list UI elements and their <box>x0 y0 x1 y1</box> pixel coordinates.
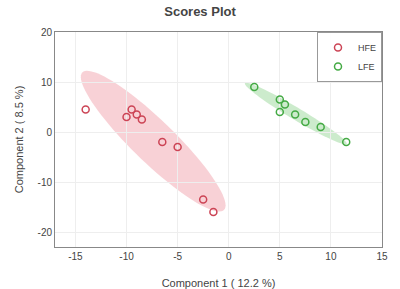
svg-text:-20: -20 <box>38 227 53 238</box>
svg-text:-10: -10 <box>119 251 134 262</box>
svg-text:Component 2 ( 8.5 %): Component 2 ( 8.5 %) <box>13 86 25 194</box>
svg-text:20: 20 <box>41 27 53 38</box>
svg-text:-15: -15 <box>68 251 83 262</box>
svg-text:10: 10 <box>41 77 53 88</box>
svg-text:LFE: LFE <box>358 62 375 72</box>
svg-text:10: 10 <box>325 251 337 262</box>
svg-text:-10: -10 <box>38 177 53 188</box>
svg-text:5: 5 <box>277 251 283 262</box>
svg-text:0: 0 <box>226 251 232 262</box>
svg-text:0: 0 <box>46 127 52 138</box>
svg-text:Component 1 ( 12.2 %): Component 1 ( 12.2 %) <box>162 277 276 289</box>
svg-text:Scores Plot: Scores Plot <box>164 4 236 19</box>
svg-text:-5: -5 <box>173 251 182 262</box>
svg-text:15: 15 <box>376 251 388 262</box>
svg-text:HFE: HFE <box>358 43 376 53</box>
